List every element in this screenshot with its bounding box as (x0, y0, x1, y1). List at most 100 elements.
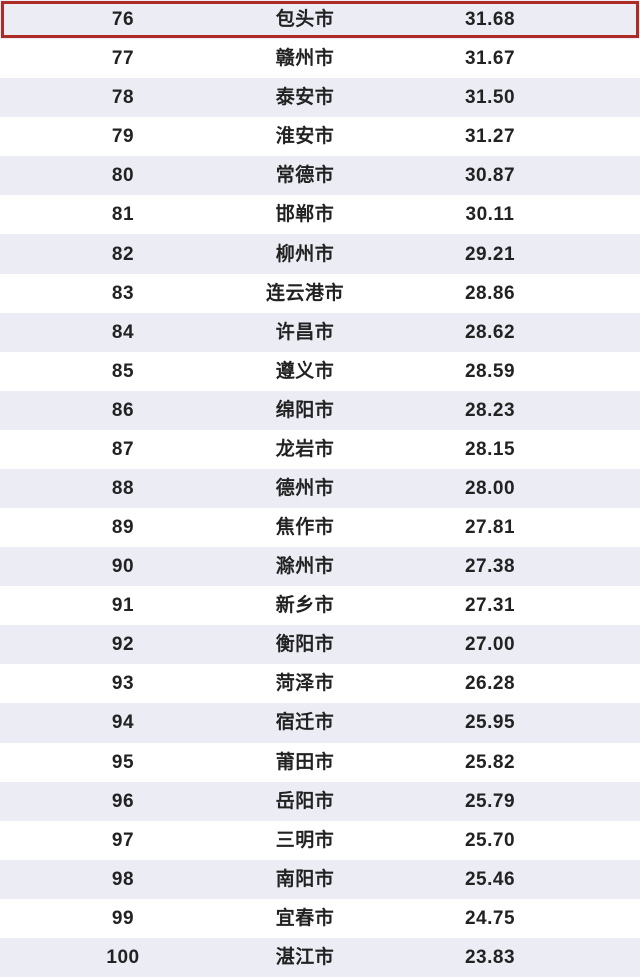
value-cell: 24.75 (464, 907, 516, 929)
city-cell: 三明市 (275, 829, 335, 851)
rank-cell: 94 (111, 712, 135, 734)
rank-cell: 84 (111, 321, 135, 343)
table-row: 81 邯郸市 30.11 (0, 195, 640, 235)
value-cell: 28.23 (464, 399, 516, 421)
value-cell: 23.83 (464, 946, 516, 968)
rank-cell: 100 (106, 946, 140, 968)
city-cell: 衡阳市 (275, 634, 335, 656)
value-cell: 25.46 (464, 868, 516, 890)
table-row: 95 莆田市 25.82 (0, 742, 640, 782)
city-cell: 柳州市 (275, 243, 335, 265)
table-row: 99 宜春市 24.75 (0, 898, 640, 938)
city-cell: 宿迁市 (275, 712, 335, 734)
value-cell: 30.87 (464, 165, 516, 187)
value-cell: 27.81 (464, 517, 516, 539)
rank-cell: 99 (111, 907, 135, 929)
table-row: 86 绵阳市 28.23 (0, 390, 640, 430)
value-cell: 25.70 (464, 829, 516, 851)
rank-cell: 95 (111, 751, 135, 773)
value-cell: 31.50 (464, 87, 516, 109)
value-cell: 31.27 (464, 126, 516, 148)
city-cell: 岳阳市 (275, 790, 335, 812)
value-cell: 28.59 (464, 360, 516, 382)
table-row: 100 湛江市 23.83 (0, 937, 640, 977)
table-row: 84 许昌市 28.62 (0, 312, 640, 352)
value-cell: 30.11 (465, 204, 515, 226)
city-cell: 滁州市 (275, 556, 335, 578)
table-row: 92 衡阳市 27.00 (0, 625, 640, 665)
rank-cell: 91 (111, 595, 135, 617)
rank-cell: 80 (111, 165, 135, 187)
city-cell: 莆田市 (275, 751, 335, 773)
table-row-highlighted: 76 包头市 31.68 (0, 0, 640, 40)
city-cell: 赣州市 (275, 48, 335, 70)
value-cell: 26.28 (464, 673, 516, 695)
city-cell: 龙岩市 (275, 438, 335, 460)
value-cell: 28.86 (464, 282, 516, 304)
table-row: 82 柳州市 29.21 (0, 234, 640, 274)
city-cell: 包头市 (275, 9, 335, 31)
city-cell: 新乡市 (275, 595, 335, 617)
value-cell: 27.00 (464, 634, 516, 656)
city-cell: 淮安市 (275, 126, 335, 148)
rank-cell: 77 (111, 48, 135, 70)
rank-cell: 87 (111, 438, 135, 460)
city-cell: 湛江市 (275, 946, 335, 968)
table-row: 93 菏泽市 26.28 (0, 664, 640, 704)
city-cell: 焦作市 (275, 517, 335, 539)
table-row: 83 连云港市 28.86 (0, 273, 640, 313)
rank-cell: 78 (111, 87, 135, 109)
rank-cell: 85 (111, 360, 135, 382)
city-cell: 许昌市 (275, 321, 335, 343)
table-row: 91 新乡市 27.31 (0, 586, 640, 626)
value-cell: 25.79 (464, 790, 516, 812)
value-cell: 27.31 (464, 595, 516, 617)
table-row: 90 滁州市 27.38 (0, 547, 640, 587)
value-cell: 25.82 (464, 751, 516, 773)
rank-cell: 93 (111, 673, 135, 695)
city-cell: 绵阳市 (275, 399, 335, 421)
value-cell: 27.38 (464, 556, 516, 578)
table-row: 97 三明市 25.70 (0, 820, 640, 860)
rank-cell: 79 (111, 126, 135, 148)
rank-cell: 97 (111, 829, 135, 851)
table-row: 94 宿迁市 25.95 (0, 703, 640, 743)
rank-cell: 98 (111, 868, 135, 890)
value-cell: 31.68 (464, 9, 516, 31)
table-row: 78 泰安市 31.50 (0, 78, 640, 118)
city-cell: 邯郸市 (275, 204, 335, 226)
rank-cell: 82 (111, 243, 135, 265)
city-cell: 宜春市 (275, 907, 335, 929)
city-cell: 泰安市 (275, 87, 335, 109)
value-cell: 28.62 (464, 321, 516, 343)
table-row: 96 岳阳市 25.79 (0, 781, 640, 821)
value-cell: 28.00 (464, 477, 516, 499)
rank-cell: 86 (111, 399, 135, 421)
city-cell: 德州市 (275, 477, 335, 499)
table-row: 80 常德市 30.87 (0, 156, 640, 196)
city-cell: 连云港市 (265, 282, 344, 304)
value-cell: 29.21 (464, 243, 516, 265)
table-row: 98 南阳市 25.46 (0, 859, 640, 899)
rank-cell: 92 (111, 634, 135, 656)
city-cell: 南阳市 (275, 868, 335, 890)
table-row: 87 龙岩市 28.15 (0, 429, 640, 469)
rank-cell: 96 (111, 790, 135, 812)
rank-cell: 90 (111, 556, 135, 578)
rank-cell: 76 (111, 9, 135, 31)
table-row: 79 淮安市 31.27 (0, 117, 640, 157)
value-cell: 28.15 (464, 438, 516, 460)
rank-cell: 83 (111, 282, 135, 304)
table-row: 85 遵义市 28.59 (0, 351, 640, 391)
rank-cell: 89 (111, 517, 135, 539)
table-row: 88 德州市 28.00 (0, 468, 640, 509)
table-row: 77 赣州市 31.67 (0, 39, 640, 79)
city-cell: 常德市 (275, 165, 335, 187)
city-cell: 遵义市 (275, 360, 335, 382)
value-cell: 25.95 (464, 712, 516, 734)
rank-cell: 88 (111, 477, 135, 499)
rank-cell: 81 (111, 204, 135, 226)
value-cell: 31.67 (464, 48, 516, 70)
city-cell: 菏泽市 (275, 673, 335, 695)
